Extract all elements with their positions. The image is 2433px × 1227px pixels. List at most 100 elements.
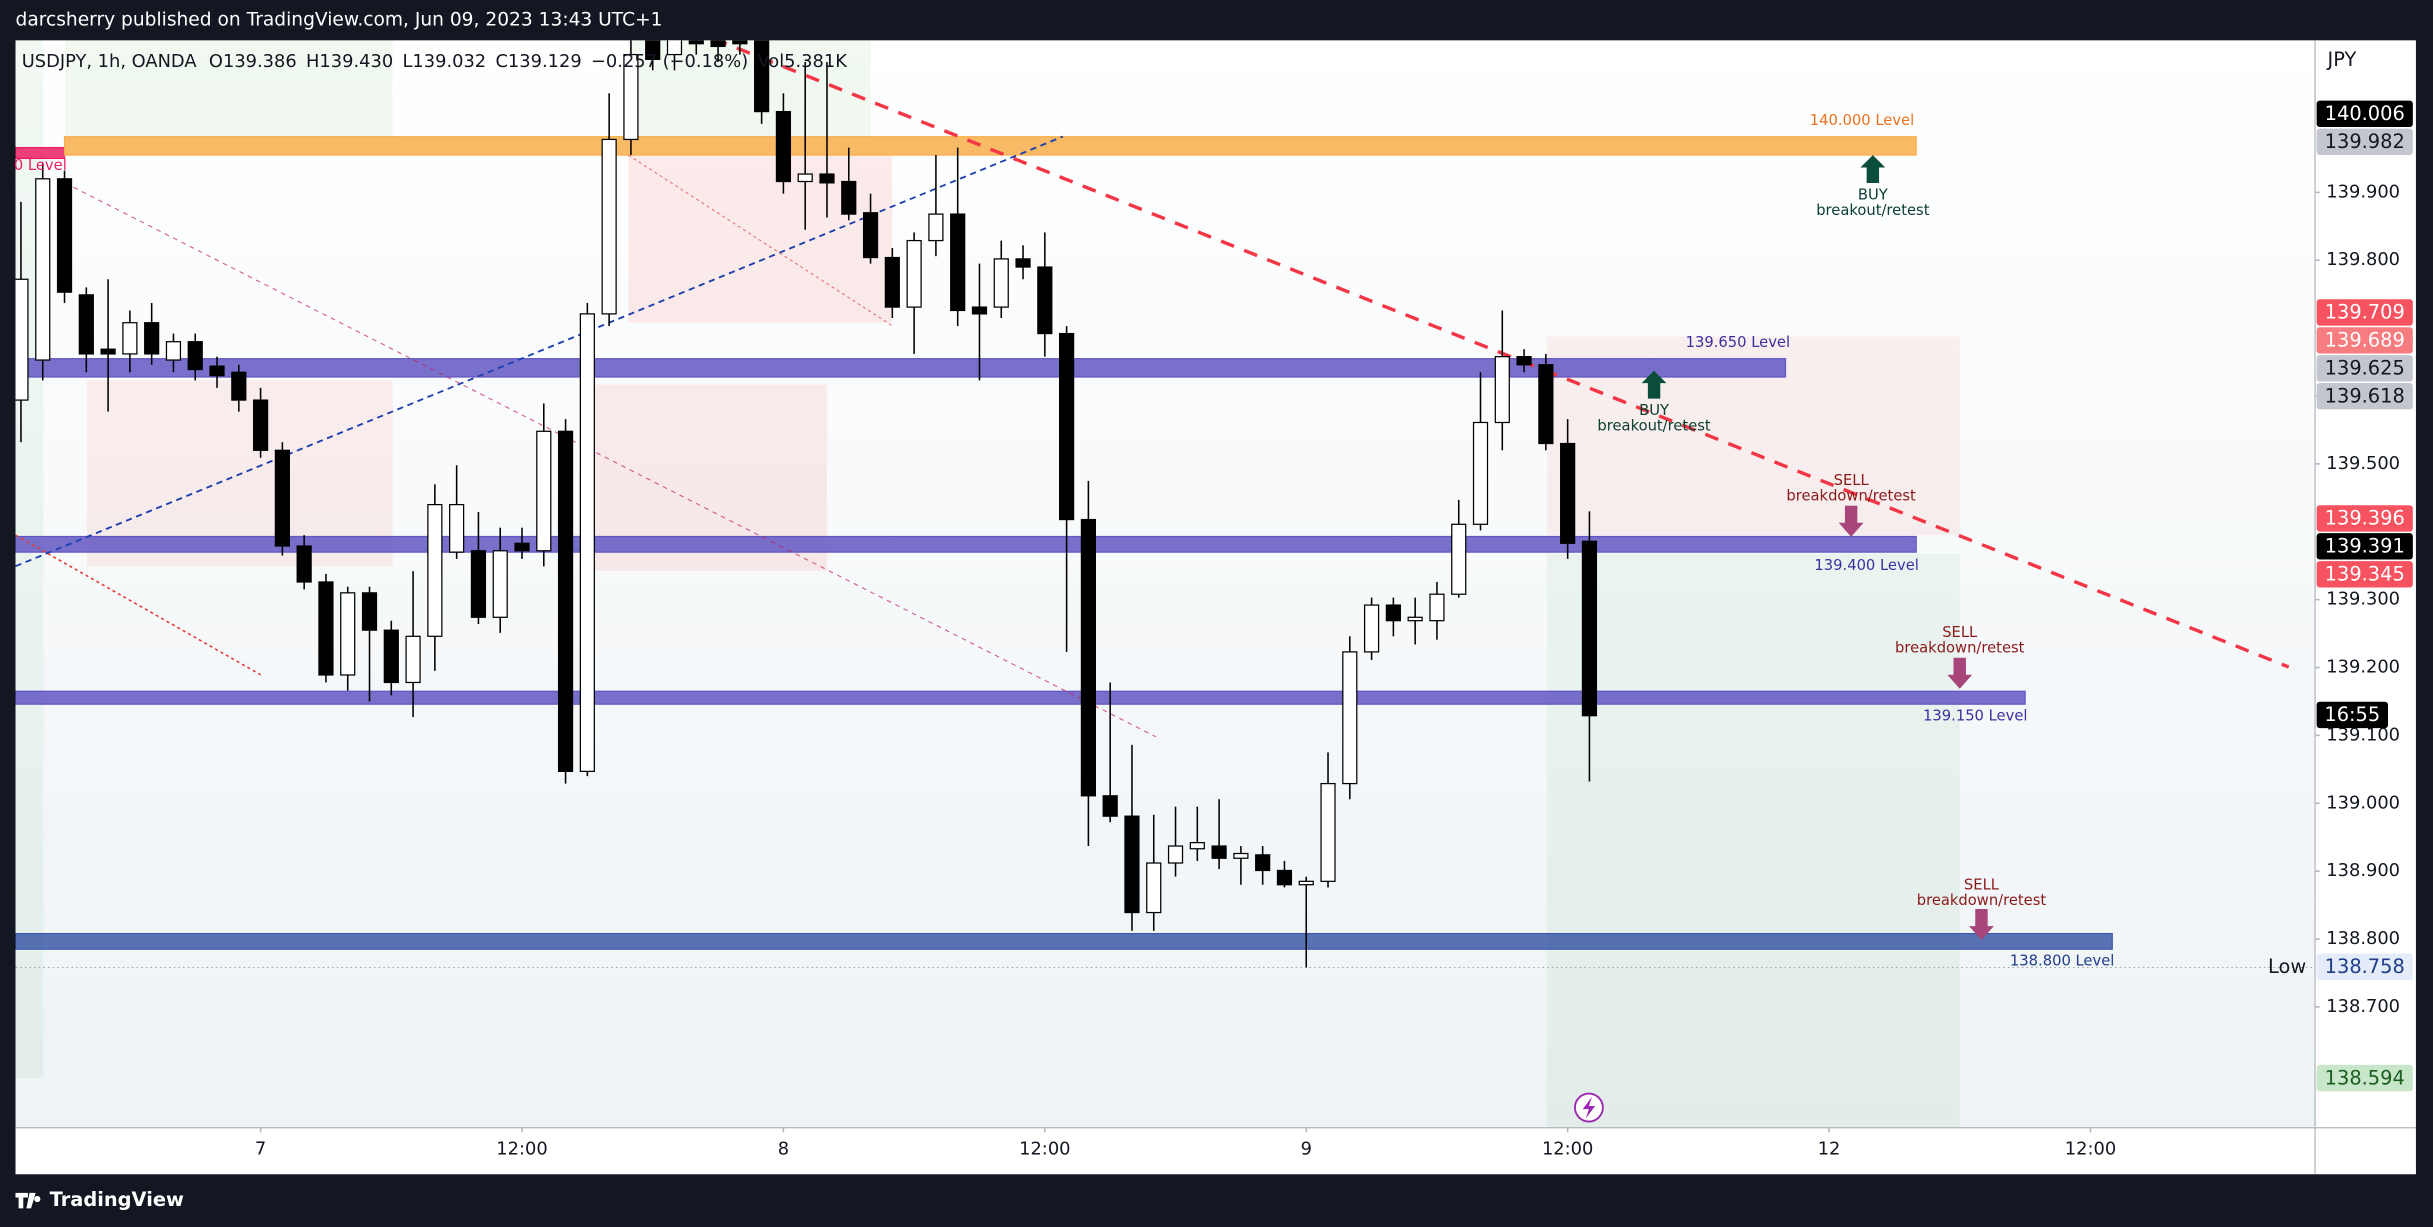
- price-badge: [2316, 953, 2413, 980]
- level-label: 139.400 Level: [1814, 557, 1918, 574]
- candle-body: [449, 503, 465, 553]
- y-tick-label: 139.900: [2326, 181, 2400, 202]
- legend-item: C139.129: [495, 51, 581, 72]
- x-tick-label: 12:00: [1542, 1138, 1593, 1159]
- candles: [15, 40, 1598, 968]
- candle-body: [252, 399, 269, 451]
- y-tick-label: 139.300: [2326, 589, 2400, 610]
- candle-body: [405, 635, 421, 684]
- candle-body: [862, 212, 879, 259]
- candle-body: [928, 213, 944, 242]
- candle-body: [165, 341, 182, 361]
- price-badge-label: 138.758: [2325, 955, 2405, 978]
- brand: TradingView: [50, 1188, 184, 1211]
- y-tick-label: 139.800: [2326, 249, 2400, 270]
- price-badge-label: 139.625: [2325, 357, 2405, 380]
- candle-body: [1363, 604, 1380, 653]
- candle-body: [122, 322, 138, 355]
- x-tick-label: 12: [1818, 1138, 1841, 1159]
- y-tick-label: 138.700: [2326, 996, 2400, 1017]
- time-axis: [15, 1127, 2316, 1175]
- published-note: darcsherry published on TradingView.com,…: [16, 10, 663, 31]
- candle-body: [884, 256, 900, 308]
- candle-body: [906, 239, 922, 308]
- candle-body: [1124, 815, 1140, 914]
- zone: [628, 155, 893, 323]
- candle-body: [56, 178, 73, 293]
- annotation: breakdown/retest: [1895, 639, 2025, 656]
- price-badge-label: 139.345: [2325, 563, 2405, 586]
- y-tick-label: 139.500: [2326, 453, 2400, 474]
- candle-body: [318, 581, 334, 676]
- candle-body: [1211, 845, 1227, 859]
- symbol: USDJPY, 1h, OANDA: [22, 51, 198, 72]
- candle-body: [754, 40, 770, 113]
- y-tick-label: 139.000: [2326, 792, 2400, 813]
- candle-body: [383, 629, 399, 684]
- legend-item: Vol5.381K: [757, 51, 848, 72]
- candle-body: [732, 40, 748, 45]
- candle-body: [274, 449, 290, 547]
- x-tick-label: 7: [255, 1138, 266, 1159]
- candle-body: [710, 40, 726, 48]
- candle-body: [1429, 593, 1445, 622]
- level-label: 140.000 Level: [1810, 112, 1914, 129]
- level-label: 139.650 Level: [1686, 334, 1790, 351]
- candle-body: [536, 430, 552, 552]
- price-badge-tag: Low: [2268, 955, 2306, 978]
- x-tick-label: 9: [1301, 1138, 1312, 1159]
- candle-body: [1015, 258, 1031, 268]
- candle-body: [340, 592, 356, 676]
- zone: [1547, 553, 1960, 1128]
- legend-item: O139.386: [209, 51, 297, 72]
- candle-body: [579, 313, 595, 772]
- candle-body: [666, 40, 683, 56]
- candle-body: [1342, 651, 1358, 785]
- price-badge: [2316, 533, 2413, 560]
- candle-body: [623, 53, 639, 141]
- candle-body: [1581, 540, 1598, 717]
- candle-body: [1255, 854, 1271, 872]
- y-tick-label: 139.100: [2326, 724, 2400, 745]
- candle-body: [797, 173, 813, 183]
- sell-arrow: [1969, 909, 1994, 941]
- candle-body: [841, 180, 857, 215]
- level-label: 139.150 Level: [1923, 708, 2027, 725]
- price-badge-label: 138.594: [2325, 1066, 2405, 1089]
- annotation: breakdown/retest: [1917, 892, 2047, 909]
- price-badge-label: 139.709: [2325, 301, 2405, 324]
- candle-body: [688, 40, 704, 45]
- candle-body: [492, 550, 508, 618]
- candle-body: [1080, 518, 1096, 797]
- price-badge: [2316, 561, 2413, 588]
- level-band: [15, 932, 2113, 950]
- levels: [15, 136, 2113, 950]
- level-label: 138.800 Level: [2010, 953, 2114, 970]
- zone: [86, 380, 393, 567]
- price-badge-label: 139.982: [2325, 130, 2405, 153]
- annotation: SELL: [1964, 877, 2000, 894]
- sell-arrow: [1838, 505, 1864, 537]
- zone: [628, 40, 871, 137]
- annotation: BUY: [1639, 402, 1670, 419]
- price-badge: [2316, 355, 2413, 382]
- plot-area: [15, 40, 2316, 1128]
- candle-body: [296, 545, 312, 583]
- sell-arrow: [1947, 657, 1973, 689]
- legend-item: H139.430: [306, 51, 393, 72]
- event-icon-bolt: [1582, 1096, 1596, 1119]
- annotation: breakdown/retest: [1786, 487, 1916, 504]
- price-badge: [2316, 100, 2413, 128]
- price-badge: [2316, 383, 2413, 410]
- price-badge: [2316, 327, 2413, 354]
- candle-body: [1276, 869, 1293, 886]
- candle-body: [187, 341, 203, 371]
- candle-body: [971, 306, 988, 315]
- x-tick-label: 8: [778, 1138, 789, 1159]
- annotations: BUY breakout/retest BUY breakout/retest …: [1597, 155, 2047, 941]
- price-badge: [2316, 1064, 2413, 1092]
- trend-line: [628, 154, 893, 327]
- y-tick-label: 139.200: [2326, 657, 2400, 678]
- zone: [65, 40, 393, 137]
- countdown: 16:55: [2324, 703, 2380, 726]
